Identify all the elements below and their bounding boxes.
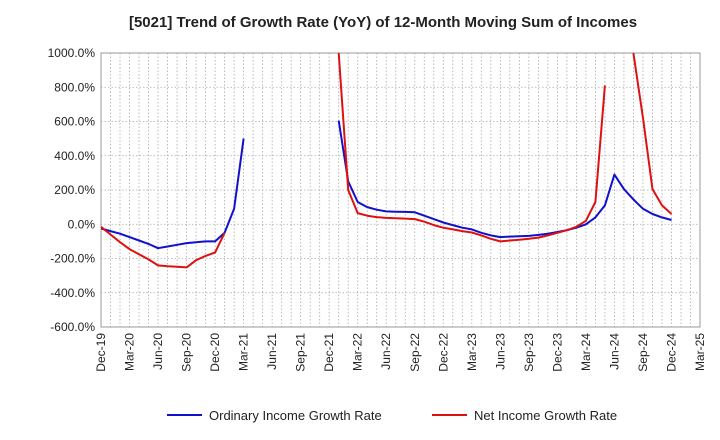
grid xyxy=(100,52,701,328)
x-tick-label: Dec-23 xyxy=(550,333,564,372)
x-tick-label: Sep-24 xyxy=(636,333,650,372)
x-tick-label: Dec-20 xyxy=(208,333,222,372)
x-tick-label: Jun-20 xyxy=(151,333,165,370)
x-tick-label: Sep-21 xyxy=(294,333,308,372)
y-axis: 1000.0% 800.0% 600.0% 400.0% 200.0% 0.0% -200.… xyxy=(48,46,96,334)
y-tick-label: 1000.0% xyxy=(48,46,96,60)
y-tick-label: 0.0% xyxy=(68,217,96,231)
y-tick-label: -200.0% xyxy=(50,252,95,266)
legend-label: Ordinary Income Growth Rate xyxy=(209,408,382,423)
x-tick-label: Dec-22 xyxy=(436,333,450,372)
x-axis: Dec-19 Mar-20 Jun-20 Sep-20 Dec-20 Mar-21 Jun-… xyxy=(94,333,707,372)
series-1 xyxy=(101,120,672,250)
x-tick-label: Mar-21 xyxy=(237,333,251,371)
y-tick-label: -400.0% xyxy=(50,286,95,300)
x-tick-label: Dec-24 xyxy=(664,333,678,372)
chart-title: [5021] Trend of Growth Rate (YoY) of 12-… xyxy=(129,14,637,31)
x-tick-label: Jun-21 xyxy=(265,333,279,370)
x-tick-label: Mar-25 xyxy=(693,333,707,371)
plot-frame xyxy=(100,52,701,328)
x-tick-label: Sep-22 xyxy=(408,333,422,372)
x-tick-label: Dec-21 xyxy=(322,333,336,372)
y-tick-label: -600.0% xyxy=(50,320,95,334)
legend: Ordinary Income Growth Rate Net Income Gr… xyxy=(167,408,617,423)
series-line xyxy=(101,226,226,269)
series-line xyxy=(337,120,672,239)
x-tick-label: Sep-20 xyxy=(180,333,194,372)
y-tick-label: 600.0% xyxy=(54,115,95,129)
series-line xyxy=(101,138,245,250)
legend-label: Net Income Growth Rate xyxy=(474,408,617,423)
x-tick-label: Jun-23 xyxy=(493,333,507,370)
series-line xyxy=(632,53,673,215)
x-tick-label: Mar-22 xyxy=(351,333,365,371)
series-2 xyxy=(101,53,673,269)
x-tick-label: Jun-24 xyxy=(607,333,621,370)
x-tick-label: Jun-22 xyxy=(379,333,393,370)
y-tick-label: 400.0% xyxy=(54,149,95,163)
x-tick-label: Sep-23 xyxy=(522,333,536,372)
x-tick-label: Mar-20 xyxy=(123,333,137,371)
x-tick-label: Mar-24 xyxy=(579,333,593,371)
plot-series xyxy=(101,53,673,269)
x-tick-label: Mar-23 xyxy=(465,333,479,371)
x-tick-label: Dec-19 xyxy=(94,333,108,372)
y-tick-label: 800.0% xyxy=(54,80,95,94)
series-line xyxy=(337,53,606,243)
y-tick-label: 200.0% xyxy=(54,183,95,197)
